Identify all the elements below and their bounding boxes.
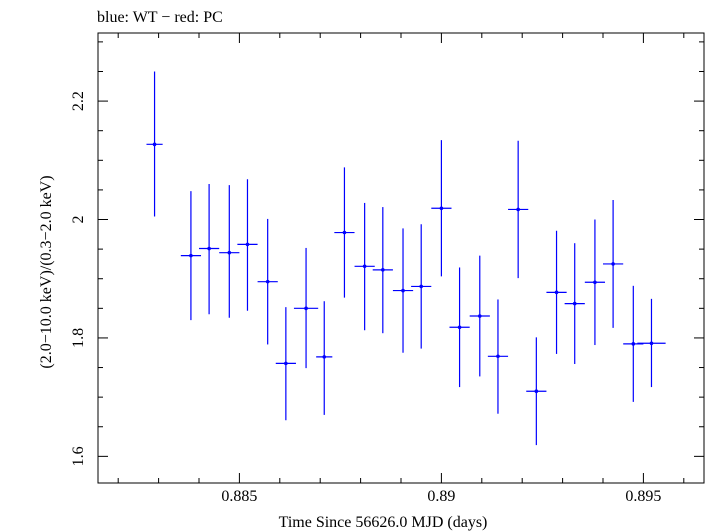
y-tick-label: 2.2 [70, 91, 87, 111]
data-point [546, 230, 567, 354]
data-point [508, 140, 529, 279]
point-marker [207, 246, 211, 251]
data-point [372, 207, 393, 334]
y-axis: 1.6 1.8 2 2.2 [70, 41, 704, 466]
data-point [199, 183, 220, 315]
data-series [146, 71, 666, 446]
point-marker [572, 301, 577, 306]
data-point [603, 199, 624, 328]
point-marker [322, 355, 327, 359]
data-point [469, 255, 490, 377]
y-tick-label: 1.8 [70, 328, 87, 348]
data-point [237, 179, 258, 311]
point-marker [649, 341, 654, 346]
data-point [219, 185, 240, 318]
data-point [316, 301, 333, 415]
data-point [564, 243, 585, 364]
chart-title: blue: WT − red: PC [97, 9, 223, 26]
data-point [449, 267, 470, 388]
point-marker [419, 284, 424, 289]
point-marker [189, 253, 193, 258]
x-axis: 0.885 0.89 0.895 [117, 33, 685, 505]
data-point [431, 140, 452, 277]
point-marker [284, 361, 288, 366]
point-marker [304, 306, 308, 311]
data-point [487, 299, 509, 414]
point-marker [152, 142, 157, 147]
y-tick-label: 2 [70, 216, 87, 224]
y-tick-label: 1.6 [70, 446, 87, 466]
point-marker [477, 314, 482, 318]
point-marker [265, 279, 270, 284]
data-point [411, 224, 432, 349]
point-marker [439, 206, 444, 211]
data-point [334, 167, 355, 298]
data-point [584, 219, 606, 346]
data-point [354, 202, 375, 331]
data-point [146, 71, 163, 217]
point-marker [342, 230, 347, 235]
data-point [526, 337, 547, 446]
data-point [392, 228, 414, 353]
data-point [293, 247, 319, 369]
point-marker [381, 268, 385, 272]
point-marker [457, 325, 462, 330]
x-tick-label: 0.89 [427, 488, 455, 505]
point-marker [516, 207, 520, 212]
point-marker [593, 280, 597, 285]
point-marker [496, 354, 500, 359]
point-marker [611, 262, 615, 266]
point-marker [631, 342, 636, 346]
point-marker [245, 242, 250, 247]
data-point [257, 218, 278, 345]
point-marker [362, 264, 367, 269]
point-marker [227, 250, 232, 255]
data-point [275, 307, 296, 421]
point-marker [401, 288, 405, 293]
x-axis-label: Time Since 56626.0 MJD (days) [279, 514, 488, 531]
y-axis-label: (2.0−10.0 keV)/(0.3−2.0 keV) [38, 175, 55, 368]
data-point [637, 298, 666, 388]
x-tick-label: 0.885 [221, 488, 257, 505]
data-point [180, 191, 202, 321]
point-marker [554, 290, 559, 295]
x-tick-label: 0.895 [625, 488, 661, 505]
point-marker [534, 389, 539, 394]
